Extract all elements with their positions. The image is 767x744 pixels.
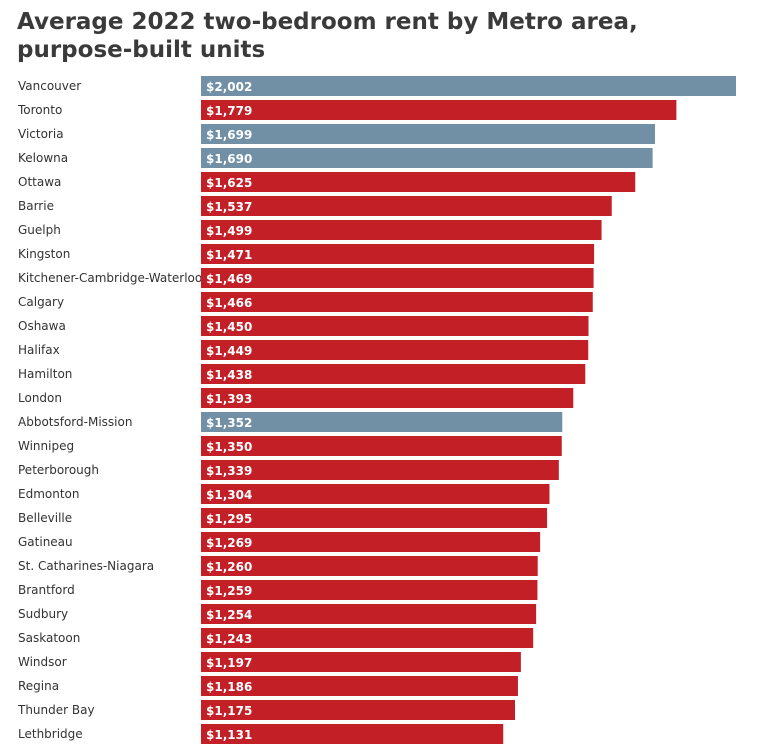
category-label: Halifax [18,343,60,357]
value-label: $1,779 [206,104,252,118]
category-label: Toronto [17,103,62,117]
value-label: $1,269 [206,536,252,550]
value-label: $1,295 [206,512,252,526]
chart-title: Average 2022 two-bedroom rent by Metro a… [17,9,638,63]
category-label: Kingston [18,247,70,261]
value-label: $1,471 [206,248,252,262]
bar-kitchener-cambridge-waterloo [201,268,594,288]
bar-brantford [201,580,538,600]
bar-calgary [201,292,593,312]
bar-abbotsford-mission [201,412,563,432]
bar-hamilton [201,364,586,384]
category-label: Brantford [18,583,75,597]
bar-belleville [201,508,548,528]
category-label: Lethbridge [18,727,83,741]
bar-barrie [201,196,612,216]
category-label: Kitchener-Cambridge-Waterloo [18,271,202,285]
value-label: $1,466 [206,296,252,310]
value-label: $1,438 [206,368,252,382]
value-label: $1,449 [206,344,252,358]
bar-kingston [201,244,595,264]
category-label: Kelowna [18,151,68,165]
category-label: Hamilton [18,367,72,381]
value-label: $1,254 [206,608,252,622]
category-label: Gatineau [18,535,73,549]
category-label: Sudbury [18,607,68,621]
bar-vancouver [201,76,736,96]
value-label: $1,537 [206,200,252,214]
value-label: $1,393 [206,392,252,406]
category-label: Barrie [18,199,54,213]
category-label: Edmonton [18,487,80,501]
bar-sudbury [201,604,537,624]
value-label: $1,450 [206,320,252,334]
category-label: Calgary [18,295,64,309]
value-label: $1,352 [206,416,252,430]
category-label: Abbotsford-Mission [18,415,132,429]
bar-thunder-bay [201,700,515,720]
category-label: London [18,391,62,405]
bar-regina [201,676,518,696]
bar-lethbridge [201,724,504,744]
value-label: $1,186 [206,680,252,694]
bar-kelowna [201,148,653,168]
category-label: Thunder Bay [17,703,95,717]
bar-ottawa [201,172,636,192]
category-label: Saskatoon [18,631,80,645]
bar-london [201,388,574,408]
category-label: Winnipeg [18,439,74,453]
value-label: $1,175 [206,704,252,718]
category-label: Windsor [18,655,67,669]
value-label: $1,339 [206,464,252,478]
value-label: $2,002 [206,80,252,94]
bar-peterborough [201,460,559,480]
category-label: St. Catharines-Niagara [18,559,154,573]
bar-windsor [201,652,521,672]
value-label: $1,304 [206,488,252,502]
bar-oshawa [201,316,589,336]
bar-edmonton [201,484,550,504]
category-label: Ottawa [18,175,61,189]
category-label: Oshawa [18,319,66,333]
value-label: $1,243 [206,632,252,646]
value-label: $1,690 [206,152,252,166]
category-label: Guelph [18,223,61,237]
value-label: $1,131 [206,728,252,742]
value-label: $1,260 [206,560,252,574]
value-label: $1,499 [206,224,252,238]
bar-halifax [201,340,589,360]
bar-gatineau [201,532,541,552]
category-label: Regina [18,679,59,693]
value-label: $1,350 [206,440,252,454]
category-label: Vancouver [18,79,81,93]
bar-winnipeg [201,436,562,456]
value-label: $1,699 [206,128,252,142]
bar-st-catharines-niagara [201,556,538,576]
value-label: $1,469 [206,272,252,286]
value-label: $1,259 [206,584,252,598]
bar-guelph [201,220,602,240]
category-label: Belleville [18,511,72,525]
bar-saskatoon [201,628,534,648]
bar-toronto [201,100,677,120]
category-label: Victoria [18,127,64,141]
category-label: Peterborough [18,463,99,477]
value-label: $1,197 [206,656,252,670]
value-label: $1,625 [206,176,252,190]
bar-victoria [201,124,656,144]
